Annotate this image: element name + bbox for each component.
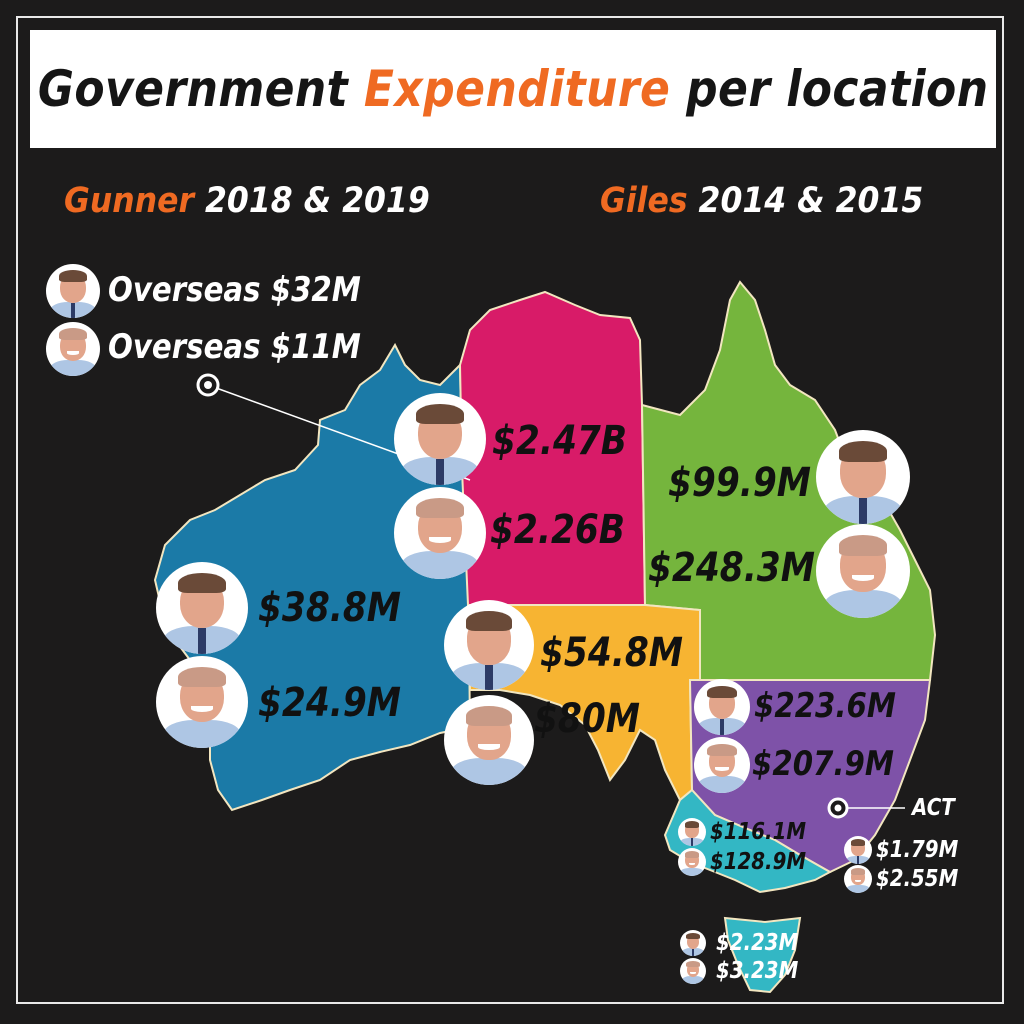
gunner-portrait-icon	[678, 818, 706, 846]
qld-giles-value: $248.3M	[648, 545, 815, 591]
giles-portrait-icon	[678, 848, 706, 876]
tas-gunner-value: $2.23M	[716, 930, 799, 956]
gunner-portrait-icon	[816, 430, 910, 524]
wa-giles-value: $24.9M	[258, 680, 402, 726]
gunner-portrait-icon	[156, 562, 248, 654]
qld-gunner-value: $99.9M	[668, 460, 812, 506]
wa-gunner-value: $38.8M	[258, 585, 402, 631]
gunner-portrait-icon	[46, 264, 100, 318]
giles-heading: Giles 2014 & 2015	[600, 181, 924, 221]
vic-gunner-value: $116.1M	[710, 819, 807, 845]
nt-giles-value: $2.26B	[490, 507, 626, 553]
title-banner: Government Expenditure per location	[30, 30, 996, 148]
gunner-portrait-icon	[394, 393, 486, 485]
gunner-portrait-icon	[694, 679, 750, 735]
tas-giles-value: $3.23M	[716, 958, 799, 984]
gunner-portrait-icon	[844, 836, 872, 864]
giles-portrait-icon	[816, 524, 910, 618]
nsw-gunner-value: $223.6M	[754, 686, 896, 726]
giles-portrait-icon	[844, 865, 872, 893]
region-tas	[723, 916, 802, 994]
giles-portrait-icon	[156, 656, 248, 748]
overseas-gunner-value: Overseas $32M	[108, 270, 361, 310]
giles-portrait-icon	[680, 958, 706, 984]
nsw-giles-value: $207.9M	[752, 744, 894, 784]
page-title: Government Expenditure per location	[37, 60, 989, 118]
giles-portrait-icon	[394, 487, 486, 579]
giles-portrait-icon	[46, 322, 100, 376]
giles-portrait-icon	[444, 695, 534, 785]
vic-giles-value: $128.9M	[710, 849, 807, 875]
overseas-giles-value: Overseas $11M	[108, 327, 361, 367]
sa-gunner-value: $54.8M	[540, 630, 684, 676]
region-vic	[663, 788, 833, 894]
act-gunner-value: $1.79M	[876, 837, 959, 863]
gunner-portrait-icon	[680, 930, 706, 956]
act-giles-value: $2.55M	[876, 866, 959, 892]
gunner-portrait-icon	[444, 600, 534, 690]
gunner-heading: Gunner 2018 & 2019	[64, 181, 430, 221]
giles-portrait-icon	[694, 737, 750, 793]
outer-frame	[16, 16, 1004, 1004]
act-label: ACT	[912, 795, 955, 821]
sa-giles-value: $80M	[534, 696, 641, 742]
nt-gunner-value: $2.47B	[492, 418, 628, 464]
